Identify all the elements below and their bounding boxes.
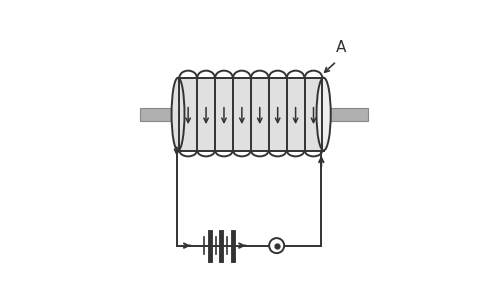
Ellipse shape xyxy=(317,78,331,150)
Polygon shape xyxy=(324,108,368,121)
Polygon shape xyxy=(140,108,178,121)
Ellipse shape xyxy=(171,78,184,150)
Text: A: A xyxy=(336,40,346,55)
Circle shape xyxy=(269,238,284,253)
Polygon shape xyxy=(178,78,324,150)
